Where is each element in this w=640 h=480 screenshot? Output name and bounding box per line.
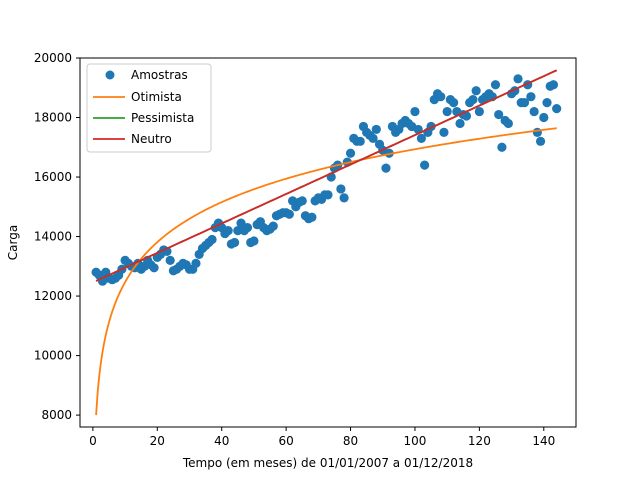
- data-point: [519, 98, 530, 108]
- y-tick-label: 10000: [34, 349, 72, 363]
- data-point: [355, 136, 365, 146]
- legend-label-pessimista: Pessimista: [131, 111, 194, 125]
- data-point: [455, 118, 465, 129]
- data-point: [542, 98, 552, 108]
- x-tick-label: 60: [278, 434, 293, 448]
- plot-area: [91, 69, 562, 416]
- x-axis-label: Tempo (em meses) de 01/01/2007 a 01/12/2…: [182, 456, 473, 470]
- series-line-otimista: [95, 127, 557, 416]
- data-point: [548, 80, 559, 90]
- legend-marker-amostras: [105, 70, 115, 80]
- series-line-neutro: [95, 69, 558, 282]
- data-point: [490, 80, 501, 90]
- data-point: [368, 133, 378, 143]
- y-tick-label: 8000: [41, 408, 72, 422]
- data-point: [223, 226, 233, 236]
- legend-label-otimista: Otimista: [131, 90, 182, 104]
- data-point: [436, 92, 446, 102]
- y-tick-label: 16000: [34, 170, 72, 184]
- data-point: [468, 95, 478, 105]
- data-point: [529, 106, 539, 117]
- data-point: [494, 109, 504, 120]
- legend: Amostras Otimista Pessimista Neutro: [86, 63, 212, 153]
- data-point: [230, 237, 240, 248]
- y-tick-label: 18000: [34, 111, 72, 125]
- data-point: [442, 106, 452, 117]
- legend-label-neutro: Neutro: [131, 132, 172, 146]
- data-point: [449, 98, 459, 108]
- data-point: [532, 127, 542, 137]
- data-point: [249, 236, 259, 246]
- data-point: [345, 148, 356, 158]
- x-axis: 0 20 40 60 80 100 120 140: [89, 427, 555, 448]
- axes-frame: [79, 57, 577, 428]
- data-point: [539, 112, 549, 123]
- x-tick-label: 100: [404, 434, 427, 448]
- x-tick-label: 80: [343, 434, 358, 448]
- data-point: [336, 184, 346, 194]
- data-point: [471, 86, 481, 96]
- data-point: [207, 234, 217, 245]
- data-point: [297, 196, 307, 206]
- y-tick-label: 12000: [34, 289, 72, 303]
- y-tick-label: 14000: [34, 230, 72, 244]
- y-tick-label: 20000: [34, 51, 72, 65]
- x-tick-label: 140: [532, 434, 555, 448]
- data-point: [307, 212, 317, 222]
- data-point: [242, 223, 253, 233]
- x-tick-label: 40: [214, 434, 229, 448]
- data-point: [339, 193, 349, 203]
- x-tick-label: 20: [150, 434, 165, 448]
- data-point: [420, 160, 430, 170]
- y-axis: 8000 10000 12000 14000 16000 18000 20000: [34, 51, 80, 422]
- data-point: [513, 74, 523, 84]
- data-point: [474, 106, 484, 117]
- data-point: [461, 111, 472, 121]
- legend-label-amostras: Amostras: [131, 68, 188, 82]
- data-point: [381, 163, 391, 173]
- data-point: [284, 209, 294, 219]
- data-point: [503, 118, 513, 129]
- data-point: [371, 124, 381, 135]
- data-point: [552, 103, 562, 114]
- data-point: [323, 190, 333, 200]
- data-point: [535, 136, 546, 146]
- x-tick-label: 0: [89, 434, 97, 448]
- data-point: [497, 142, 507, 152]
- data-point: [236, 218, 246, 228]
- data-point: [191, 258, 201, 268]
- data-point: [526, 92, 536, 102]
- data-point: [268, 221, 278, 231]
- data-point: [439, 127, 449, 137]
- x-tick-label: 120: [468, 434, 491, 448]
- data-point: [233, 226, 243, 236]
- legend-box: [86, 63, 212, 153]
- data-point: [149, 263, 159, 273]
- data-point: [416, 133, 426, 143]
- y-axis-label: Carga: [6, 225, 20, 260]
- data-point: [165, 255, 175, 265]
- data-point: [410, 106, 420, 117]
